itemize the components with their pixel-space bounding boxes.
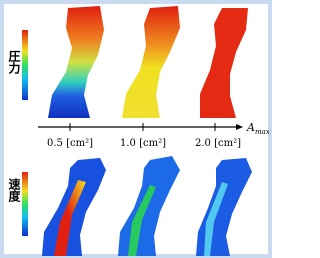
row-label: 速度 — [7, 177, 21, 203]
colorbar — [22, 30, 28, 100]
column-label: 0.5 [cm²] — [47, 138, 93, 149]
row-label: 圧力 — [7, 50, 21, 75]
colorbar — [22, 172, 28, 236]
column-label: 1.0 [cm²] — [120, 138, 166, 149]
page: Amax 0.5 [cm²] 1.0 [cm²] 2.0 [cm²] 圧力 速度 — [0, 0, 272, 258]
column-label: 2.0 [cm²] — [195, 138, 241, 149]
figure: Amax 0.5 [cm²] 1.0 [cm²] 2.0 [cm²] 圧力 速度 — [0, 0, 272, 258]
